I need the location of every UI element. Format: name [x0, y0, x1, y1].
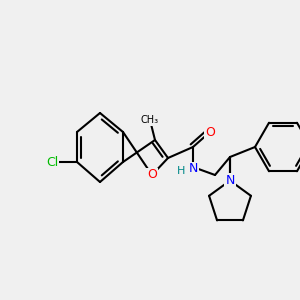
Text: Cl: Cl — [46, 155, 58, 169]
Text: H: H — [177, 166, 185, 176]
Text: O: O — [205, 125, 215, 139]
Text: N: N — [188, 163, 198, 176]
Text: O: O — [147, 169, 157, 182]
Text: CH₃: CH₃ — [141, 115, 159, 125]
Text: N: N — [225, 174, 235, 187]
